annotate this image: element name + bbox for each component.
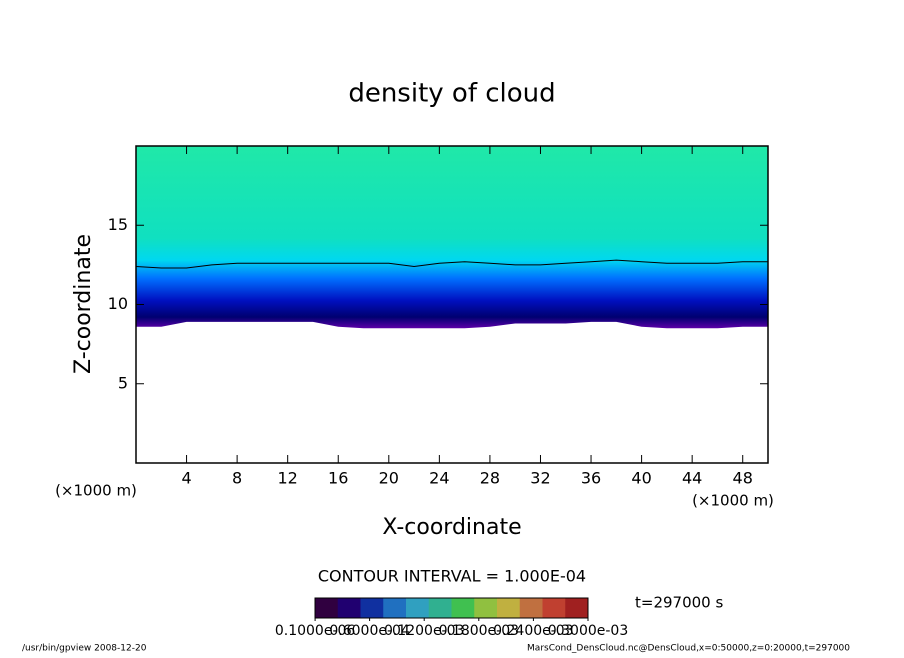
colorbar-tick-label: 0.3000e-03	[548, 623, 628, 639]
colorbar-tick-label: 0.1000e-06	[275, 623, 356, 639]
colorbar-segment	[428, 598, 452, 618]
contour-interval: CONTOUR INTERVAL = 1.000E-04	[318, 567, 586, 586]
x-tick-label: 12	[278, 469, 298, 488]
chart-title: density of cloud	[348, 79, 555, 109]
x-axis-unit: (×1000 m)	[692, 492, 774, 510]
colorbar-segment	[406, 598, 430, 618]
x-tick-label: 32	[530, 469, 550, 488]
cloud-field	[136, 146, 768, 329]
x-tick-label: 4	[181, 469, 191, 488]
y-axis-unit: (×1000 m)	[55, 482, 137, 500]
x-tick-label: 8	[232, 469, 242, 488]
time-label: t=297000 s	[635, 594, 723, 612]
x-tick-label: 40	[631, 469, 651, 488]
colorbar-segment	[542, 598, 566, 618]
x-tick-label: 24	[429, 469, 449, 488]
y-axis-label: Z-coordinate	[71, 234, 96, 374]
colorbar-tick-label: 0.1800e-03	[439, 623, 519, 639]
colorbar-segment	[360, 598, 384, 618]
colorbar-segment	[474, 598, 498, 618]
x-tick-label: 48	[733, 469, 753, 488]
footer-right: MarsCond_DensCloud.nc@DensCloud,x=0:5000…	[527, 644, 850, 654]
colorbar-tick-label: 0.2400e-03	[493, 623, 573, 639]
colorbar-segment	[451, 598, 475, 618]
colorbar-segment	[565, 598, 589, 618]
y-tick-label: 15	[108, 215, 128, 234]
x-tick-label: 44	[682, 469, 702, 488]
y-tick-label: 5	[118, 373, 128, 392]
y-tick-label: 10	[108, 294, 128, 313]
colorbar-frame	[314, 597, 589, 619]
colorbar-tick-label: 0.6000e-04	[329, 623, 410, 639]
x-tick-label: 20	[379, 469, 399, 488]
colorbar-segment	[337, 598, 361, 618]
colorbar-segment	[519, 598, 543, 618]
contour-line	[135, 259, 768, 269]
x-tick-label: 36	[581, 469, 601, 488]
x-tick-label: 28	[480, 469, 500, 488]
colorbar-segment	[497, 598, 521, 618]
x-tick-label: 16	[328, 469, 348, 488]
x-axis-label: X-coordinate	[382, 515, 521, 540]
colorbar-tick-label: 0.1200e-03	[384, 623, 464, 639]
footer-left: /usr/bin/gpview 2008-12-20	[22, 644, 147, 654]
colorbar-segment	[315, 598, 339, 618]
colorbar-segment	[383, 598, 407, 618]
